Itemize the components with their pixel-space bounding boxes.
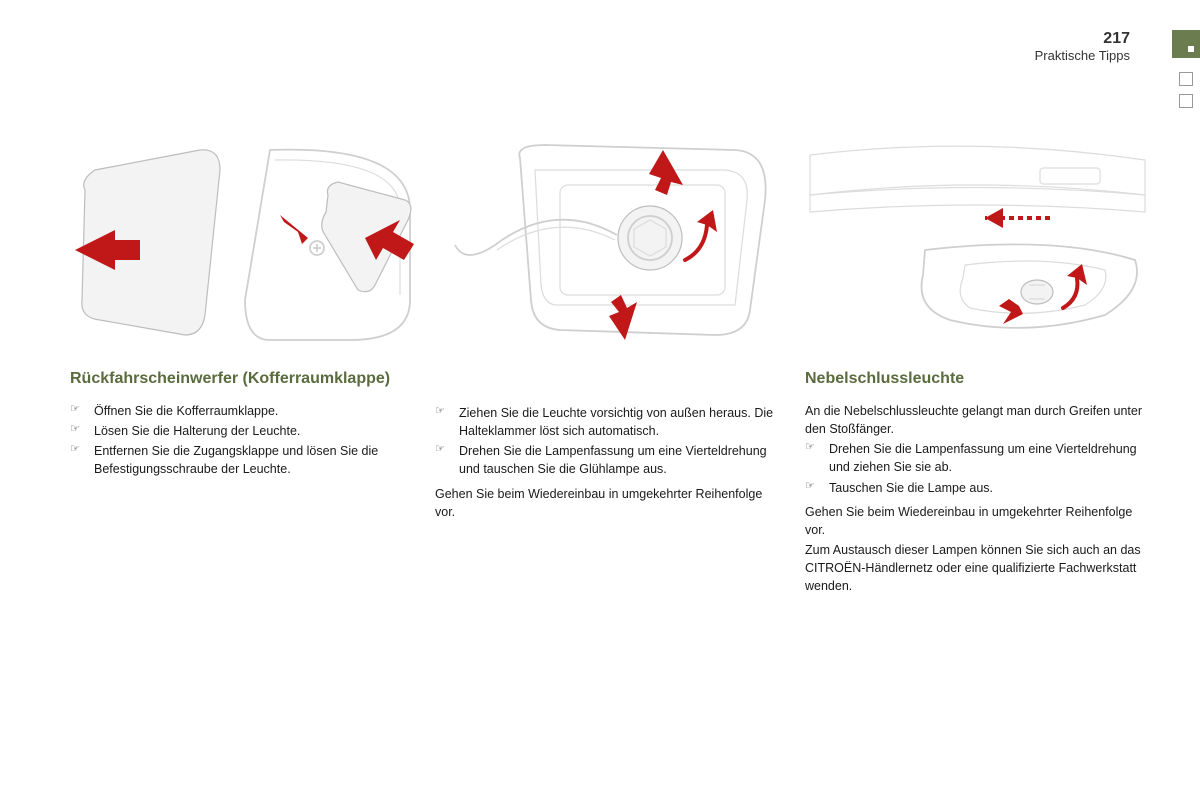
list-item: Ziehen Sie die Leuchte vorsichtig von au…: [435, 404, 785, 440]
heading-reversing-light: Rückfahrscheinwerfer (Kofferraumklappe): [70, 370, 415, 388]
list-item: Öffnen Sie die Kofferraumklappe.: [70, 402, 415, 420]
paragraph: Zum Austausch dieser Lampen können Sie s…: [805, 541, 1150, 595]
paragraph: Gehen Sie beim Wiedereinbau in umgekehrt…: [805, 503, 1150, 539]
list-item: Tauschen Sie die Lampe aus.: [805, 479, 1150, 497]
list-item: Drehen Sie die Lampenfassung um eine Vie…: [435, 442, 785, 478]
column-left: Rückfahrscheinwerfer (Kofferraumklappe) …: [70, 140, 415, 597]
column-right: Nebelschlussleuchte An die Nebelschlussl…: [805, 140, 1150, 597]
illustration-lamp-holder: [435, 140, 785, 350]
marker-dot: [1188, 46, 1194, 52]
list-left: Öffnen Sie die Kofferraumklappe. Lösen S…: [70, 402, 415, 479]
section-label: Praktische Tipps: [1035, 48, 1130, 63]
list-middle: Ziehen Sie die Leuchte vorsichtig von au…: [435, 404, 785, 479]
list-item: Drehen Sie die Lampenfassung um eine Vie…: [805, 440, 1150, 476]
heading-fog-light: Nebelschlussleuchte: [805, 370, 1150, 388]
section-marker: [1172, 30, 1200, 58]
illustration-fog-light: [805, 140, 1150, 350]
paragraph-intro: An die Nebelschlussleuchte gelangt man d…: [805, 402, 1150, 438]
paragraph: Gehen Sie beim Wiedereinbau in umgekehrt…: [435, 485, 785, 521]
list-item: Entfernen Sie die Zugangsklappe und löse…: [70, 442, 415, 478]
illustration-tailgate-cover: [70, 140, 415, 350]
marker-outline-icon: [1179, 94, 1193, 108]
content-grid: Rückfahrscheinwerfer (Kofferraumklappe) …: [70, 140, 1160, 597]
list-item: Lösen Sie die Halterung der Leuchte.: [70, 422, 415, 440]
column-middle: Ziehen Sie die Leuchte vorsichtig von au…: [435, 140, 785, 597]
list-right: Drehen Sie die Lampenfassung um eine Vie…: [805, 440, 1150, 496]
page-number: 217: [1035, 30, 1130, 48]
marker-outline-icon: [1179, 72, 1193, 86]
page-header: 217 Praktische Tipps: [1035, 30, 1170, 63]
